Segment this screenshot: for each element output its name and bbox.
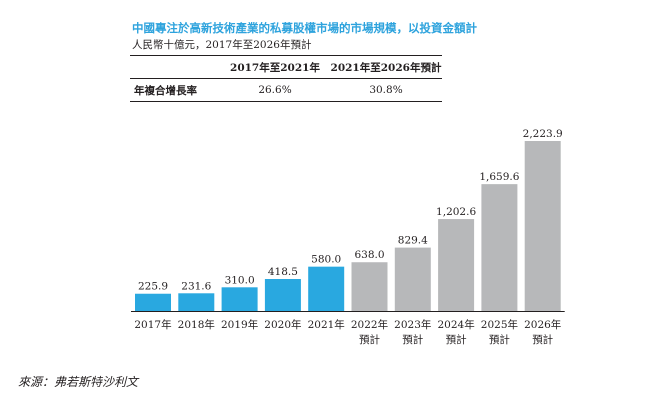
bar-value-label: 310.0 bbox=[225, 274, 255, 286]
x-tick-label: 2020年 bbox=[264, 318, 301, 331]
cagr-value-period-2: 30.8% bbox=[369, 84, 403, 96]
x-tick-label: 2024年 bbox=[437, 318, 474, 331]
x-tick-sublabel: 預計 bbox=[402, 333, 423, 346]
bar-value-label: 231.6 bbox=[181, 280, 211, 292]
source-note: 來源：弗若斯特沙利文 bbox=[18, 375, 139, 389]
chart-title: 中國專注於高新技術產業的私募股權市場的市場規模，以投資金額計 bbox=[132, 21, 477, 35]
x-tick-label: 2017年 bbox=[134, 318, 171, 331]
x-tick-label: 2021年 bbox=[308, 318, 345, 331]
bar bbox=[524, 141, 561, 311]
cagr-header-period-1: 2017年至2021年 bbox=[220, 55, 330, 79]
x-tick-sublabel: 預計 bbox=[359, 333, 380, 346]
x-tick-label: 2019年 bbox=[221, 318, 258, 331]
bar bbox=[264, 279, 301, 311]
bar bbox=[351, 262, 388, 311]
cagr-value-period-1: 26.6% bbox=[258, 84, 292, 96]
cagr-row: 年複合增長率 26.6% 30.8% bbox=[130, 79, 442, 102]
bar-value-label: 1,659.6 bbox=[479, 171, 519, 183]
bar-value-label: 225.9 bbox=[138, 281, 168, 293]
bar-value-label: 638.0 bbox=[354, 249, 384, 261]
x-tick-label: 2018年 bbox=[178, 318, 215, 331]
bar-value-label: 418.5 bbox=[268, 266, 298, 278]
bar bbox=[481, 184, 518, 311]
chart-unit-subtitle: 人民幣十億元，2017年至2026年預計 bbox=[132, 39, 312, 51]
x-tick-label: 2022年 bbox=[351, 318, 388, 331]
cagr-row-label: 年複合增長率 bbox=[134, 84, 197, 97]
x-tick-sublabel: 預計 bbox=[489, 333, 510, 346]
cagr-header-period-2: 2021年至2026年預計 bbox=[330, 55, 442, 79]
bar bbox=[135, 293, 171, 311]
x-tick-sublabel: 預計 bbox=[446, 333, 467, 346]
bar bbox=[438, 219, 475, 311]
cagr-table: 2017年至2021年 2021年至2026年預計 年複合增長率 26.6% 3… bbox=[130, 55, 442, 102]
x-tick-label: 2023年 bbox=[394, 318, 431, 331]
bar bbox=[178, 293, 215, 311]
x-tick-sublabel: 預計 bbox=[532, 333, 553, 346]
bar-value-label: 1,202.6 bbox=[436, 206, 476, 218]
bar-value-label: 829.4 bbox=[398, 235, 428, 247]
bar-value-label: 580.0 bbox=[311, 254, 341, 266]
bar-value-label: 2,223.9 bbox=[523, 128, 563, 140]
bar bbox=[221, 287, 258, 311]
bar bbox=[308, 266, 345, 311]
bar bbox=[394, 247, 431, 311]
cagr-header-row: 2017年至2021年 2021年至2026年預計 bbox=[130, 55, 442, 79]
x-tick-label: 2026年 bbox=[524, 318, 561, 331]
x-tick-label: 2025年 bbox=[481, 318, 518, 331]
cagr-header-empty bbox=[130, 55, 220, 79]
